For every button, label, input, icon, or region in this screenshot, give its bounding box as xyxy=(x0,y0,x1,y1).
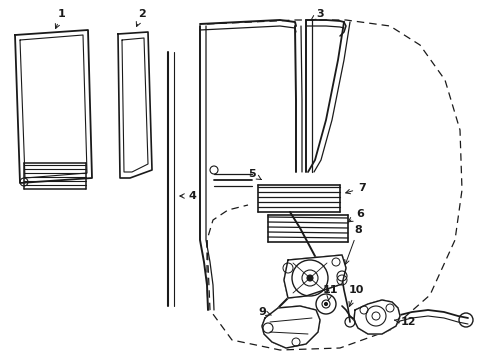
Text: 1: 1 xyxy=(55,9,66,28)
Polygon shape xyxy=(353,300,399,334)
Text: 12: 12 xyxy=(394,317,415,327)
Text: 6: 6 xyxy=(347,209,363,222)
Polygon shape xyxy=(284,255,346,298)
Text: 7: 7 xyxy=(345,183,365,194)
Text: 9: 9 xyxy=(258,307,271,317)
Text: 5: 5 xyxy=(248,169,261,180)
Text: 8: 8 xyxy=(344,225,361,264)
Text: 2: 2 xyxy=(136,9,145,27)
Text: 3: 3 xyxy=(310,9,323,20)
Circle shape xyxy=(324,302,327,306)
Polygon shape xyxy=(262,306,319,348)
Text: 4: 4 xyxy=(180,191,196,201)
Text: 11: 11 xyxy=(322,285,337,301)
Text: 10: 10 xyxy=(347,285,363,306)
Circle shape xyxy=(306,275,312,281)
